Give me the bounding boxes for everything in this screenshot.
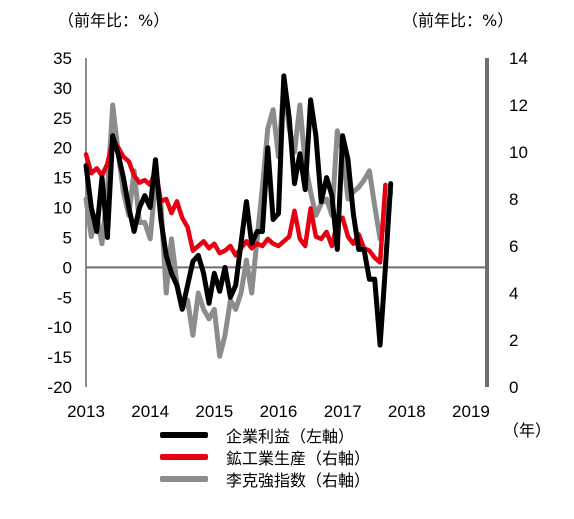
x-tick-label: 2017 bbox=[324, 402, 362, 421]
legend-swatch-keqiang-index bbox=[160, 476, 208, 482]
left-tick-label: -5 bbox=[57, 288, 72, 307]
left-tick-label: 10 bbox=[53, 199, 72, 218]
right-tick-label: 4 bbox=[509, 284, 518, 303]
left-tick-label: 20 bbox=[53, 139, 72, 158]
left-tick-label: 30 bbox=[53, 79, 72, 98]
left-tick-label: 35 bbox=[53, 49, 72, 68]
legend-item-industrial-production: 鉱工業生産（右軸） bbox=[160, 446, 370, 468]
legend-swatch-industrial-production bbox=[160, 454, 208, 460]
right-tick-label: 14 bbox=[509, 49, 528, 68]
legend-swatch-corporate-profit bbox=[160, 432, 208, 438]
right-tick-label: 10 bbox=[509, 143, 528, 162]
x-tick-label: 2019 bbox=[452, 402, 490, 421]
legend-item-keqiang-index: 李克強指数（右軸） bbox=[160, 468, 370, 490]
left-tick-label: 5 bbox=[63, 228, 72, 247]
x-tick-label: 2013 bbox=[67, 402, 105, 421]
x-tick-label: 2015 bbox=[195, 402, 233, 421]
x-tick-label: 2016 bbox=[260, 402, 298, 421]
x-tick-label: 2014 bbox=[131, 402, 169, 421]
right-tick-label: 12 bbox=[509, 96, 528, 115]
right-tick-label: 0 bbox=[509, 378, 518, 397]
left-tick-label: -10 bbox=[47, 318, 72, 337]
legend-item-corporate-profit: 企業利益（左軸） bbox=[160, 424, 370, 446]
series-layer bbox=[83, 73, 394, 359]
left-tick-label: -15 bbox=[47, 348, 72, 367]
right-axis-unit: （前年比：%） bbox=[402, 11, 513, 30]
legend: 企業利益（左軸） 鉱工業生産（右軸） 李克強指数（右軸） bbox=[160, 424, 370, 490]
corporate-profit-line bbox=[83, 73, 394, 348]
legend-label-keqiang-index: 李克強指数（右軸） bbox=[226, 471, 371, 490]
right-tick-label: 2 bbox=[509, 331, 518, 350]
left-axis-unit: （前年比：%） bbox=[58, 11, 169, 30]
legend-label-corporate-profit: 企業利益（左軸） bbox=[226, 427, 355, 446]
x-axis-unit: （年） bbox=[503, 421, 551, 440]
left-tick-label: -20 bbox=[47, 378, 72, 397]
left-tick-label: 25 bbox=[53, 109, 72, 128]
x-tick-label: 2018 bbox=[388, 402, 426, 421]
right-tick-label: 6 bbox=[509, 237, 518, 256]
left-tick-label: 0 bbox=[63, 258, 72, 277]
right-tick-label: 8 bbox=[509, 190, 518, 209]
legend-label-industrial-production: 鉱工業生産（右軸） bbox=[226, 449, 371, 468]
left-tick-label: 15 bbox=[53, 169, 72, 188]
chart-axes: 35302520151050-5-10-15-20141210864202013… bbox=[47, 49, 528, 421]
